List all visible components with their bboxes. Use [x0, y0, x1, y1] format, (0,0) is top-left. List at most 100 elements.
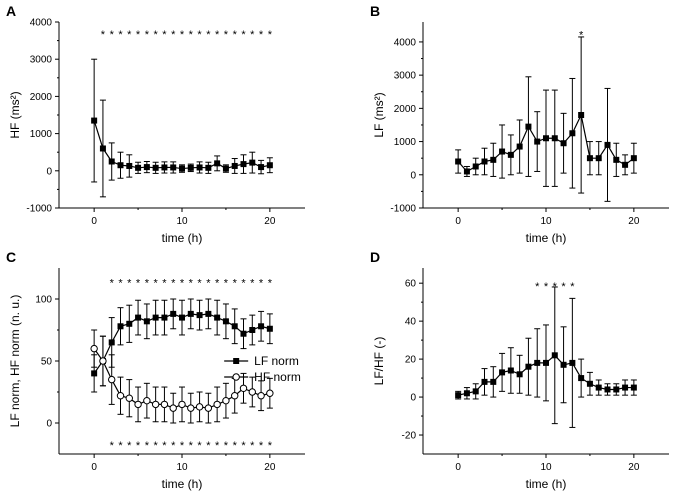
significance-star: *: [118, 29, 123, 41]
panel-A: A -1000 0 1000 2000 3000 4000 0 10 20 time (h) HF …: [6, 3, 305, 245]
legend-marker: [232, 373, 240, 381]
data-point: [248, 388, 256, 396]
y-tick-label: 1000: [394, 137, 417, 148]
data-point: [525, 363, 532, 370]
significance-star: *: [110, 278, 115, 290]
significance-star: *: [215, 440, 220, 452]
series-lf-norm: [91, 298, 273, 393]
significance-star: *: [268, 278, 273, 290]
significance-star: *: [127, 29, 132, 41]
x-tick-label: 20: [264, 462, 276, 473]
data-point: [455, 158, 462, 165]
data-point: [170, 164, 177, 171]
y-tick-label: 4000: [394, 37, 417, 48]
x-tick-label: 20: [628, 216, 640, 227]
y-axis-label: LF (ms²): [372, 92, 386, 137]
x-tick-label: 10: [540, 216, 552, 227]
data-point: [578, 375, 585, 382]
data-point: [117, 162, 124, 169]
significance-star: *: [162, 29, 167, 41]
data-point: [134, 400, 142, 409]
data-point: [152, 314, 159, 321]
significance-star: *: [127, 440, 132, 452]
data-point: [569, 130, 576, 137]
data-point: [463, 168, 470, 175]
data-point: [499, 148, 506, 155]
data-point: [613, 386, 620, 393]
significance-star: *: [180, 278, 185, 290]
data-point: [595, 155, 602, 162]
y-tick-label: 0: [410, 170, 416, 181]
data-point: [91, 117, 98, 124]
x-axis-label: time (h): [526, 477, 567, 491]
data-point: [126, 162, 133, 169]
data-point: [534, 138, 541, 145]
significance-star: *: [162, 278, 167, 290]
y-tick-label: 3000: [30, 55, 53, 66]
y-tick-label: -20: [402, 431, 417, 442]
data-point: [490, 378, 497, 385]
y-axis-label: LF/HF (-): [372, 337, 386, 386]
data-point: [490, 156, 497, 163]
data-point: [196, 164, 203, 171]
data-point: [622, 384, 629, 391]
data-point: [472, 388, 479, 395]
data-point: [222, 396, 230, 405]
significance-star: *: [162, 440, 167, 452]
data-point: [108, 339, 115, 346]
significance-star: *: [118, 440, 123, 452]
data-point: [240, 161, 247, 168]
data-point: [161, 314, 168, 321]
significance-star: *: [233, 278, 238, 290]
data-point: [205, 310, 212, 317]
data-point: [205, 164, 212, 171]
data-point: [507, 151, 514, 158]
y-axis-label: LF norm, HF norm (n. u.): [8, 295, 22, 428]
data-point: [525, 123, 532, 130]
data-point: [516, 371, 523, 378]
significance-star: *: [136, 440, 141, 452]
data-point: [108, 158, 115, 165]
series-lf: [455, 36, 637, 202]
data-point: [108, 375, 116, 384]
significance-star: *: [136, 29, 141, 41]
data-point: [560, 140, 567, 147]
data-point: [160, 400, 169, 409]
data-point: [99, 145, 106, 152]
x-tick-label: 10: [540, 462, 552, 473]
data-point: [481, 158, 488, 165]
significance-star: *: [259, 278, 264, 290]
significance-star: *: [268, 440, 273, 452]
y-tick-label: 0: [410, 393, 416, 404]
x-tick-label: 0: [455, 216, 461, 227]
data-point: [135, 314, 142, 321]
data-point: [551, 352, 558, 359]
data-point: [586, 380, 593, 387]
significance-star: *: [544, 281, 549, 293]
significance-star: *: [215, 278, 220, 290]
series-lf-hf: [455, 286, 637, 428]
significance-star: *: [259, 29, 264, 41]
data-point: [249, 159, 256, 166]
data-point: [472, 163, 479, 170]
data-point: [161, 164, 168, 171]
significance-star: *: [570, 281, 575, 293]
legend-label: LF norm: [254, 354, 299, 368]
x-tick-label: 10: [176, 216, 188, 227]
y-tick-label: 2000: [394, 104, 417, 115]
significance-star: *: [233, 29, 238, 41]
significance-star: *: [154, 278, 159, 290]
significance-star: *: [250, 440, 255, 452]
data-point: [543, 359, 549, 366]
data-point: [499, 369, 506, 376]
y-tick-label: 20: [405, 355, 417, 366]
y-tick-label: 60: [405, 279, 417, 290]
data-point: [551, 135, 558, 142]
data-point: [99, 357, 107, 365]
significance-star: *: [197, 29, 202, 41]
data-point: [560, 361, 567, 368]
significance-star: *: [224, 29, 229, 41]
significance-star: *: [233, 440, 238, 452]
x-axis-label: time (h): [526, 231, 567, 245]
